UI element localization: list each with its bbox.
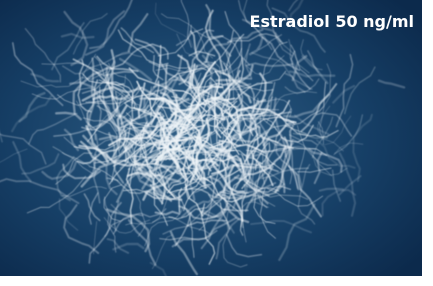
micrograph: Estradiol 50 ng/ml — [0, 0, 422, 276]
page: {"label": "Estradiol 50 ng/ml"} Estradio… — [0, 0, 433, 286]
condition-label: Estradiol 50 ng/ml — [250, 12, 414, 31]
